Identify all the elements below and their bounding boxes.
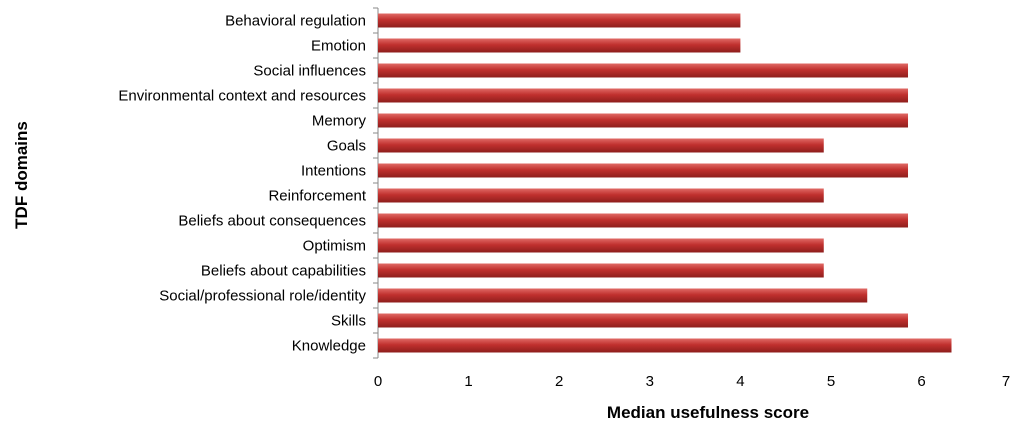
bar-12	[378, 313, 909, 328]
y-axis-ticks	[373, 7, 378, 359]
y-axis-title: TDF domains	[12, 121, 31, 229]
bar-1	[378, 38, 741, 53]
x-tick-labels: 0 1 2 3 4 5 6 7	[374, 373, 1010, 390]
category-label: Social/professional role/identity	[159, 288, 366, 305]
category-label: Social influences	[253, 63, 366, 80]
bar-13	[378, 338, 952, 353]
category-label: Goals	[327, 138, 366, 155]
bar-9	[378, 238, 824, 253]
x-tick-label: 6	[917, 373, 925, 390]
bar-8	[378, 213, 909, 228]
bar-6	[378, 163, 909, 178]
category-label: Memory	[312, 113, 367, 130]
x-tick-label: 0	[374, 373, 382, 390]
category-label: Beliefs about capabilities	[201, 263, 366, 280]
x-tick-label: 2	[555, 373, 563, 390]
x-axis-title: Median usefulness score	[607, 403, 809, 422]
x-tick-label: 1	[464, 373, 472, 390]
category-label: Beliefs about consequences	[178, 213, 366, 230]
bar-5	[378, 138, 824, 153]
category-label: Knowledge	[292, 338, 366, 355]
category-label: Intentions	[301, 163, 366, 180]
bar-2	[378, 63, 909, 78]
bar-3	[378, 88, 909, 103]
category-label: Emotion	[311, 38, 366, 55]
x-tick-label: 3	[646, 373, 654, 390]
bar-7	[378, 188, 824, 203]
category-label: Optimism	[303, 238, 366, 255]
bars-group	[378, 13, 952, 353]
bar-0	[378, 13, 741, 28]
bar-10	[378, 263, 824, 278]
bar-11	[378, 288, 868, 303]
category-labels: Behavioral regulation Emotion Social influ…	[118, 13, 366, 355]
category-label: Reinforcement	[268, 188, 366, 205]
category-label: Environmental context and resources	[118, 88, 366, 105]
x-tick-label: 5	[827, 373, 835, 390]
category-label: Skills	[331, 313, 366, 330]
category-label: Behavioral regulation	[225, 13, 366, 30]
x-tick-label: 4	[736, 373, 744, 390]
bar-4	[378, 113, 909, 128]
x-tick-label: 7	[1002, 373, 1010, 390]
